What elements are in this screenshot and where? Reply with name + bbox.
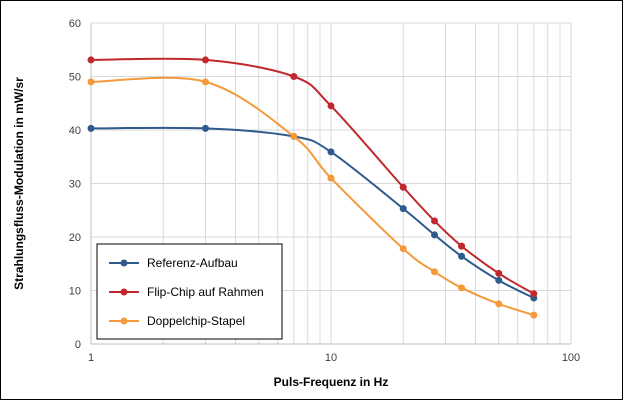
data-point (87, 124, 95, 132)
legend-label: Referenz-Aufbau (147, 256, 238, 270)
x-tick-label: 100 (562, 352, 580, 364)
data-point (399, 245, 407, 253)
data-point (458, 252, 466, 260)
y-tick-label: 40 (69, 125, 81, 137)
legend: Referenz-Aufbau Flip-Chip auf Rahmen Doppe… (96, 243, 283, 340)
data-point (87, 78, 95, 86)
x-axis-title: Puls-Frequenz in Hz (274, 375, 389, 389)
data-point (431, 217, 439, 225)
data-point (495, 300, 503, 308)
data-point (87, 56, 95, 64)
data-point (202, 124, 210, 132)
series-line (90, 126, 535, 299)
data-point (458, 242, 466, 250)
data-point (530, 290, 538, 298)
y-tick-label: 60 (69, 18, 81, 30)
data-point (431, 268, 439, 276)
data-point (327, 102, 335, 110)
legend-swatch-marker (120, 317, 128, 325)
y-axis-title: Strahlungsfluss-Modulation in mW/sr (12, 77, 26, 290)
series-line (90, 57, 535, 295)
data-point (327, 174, 335, 182)
data-point (495, 276, 503, 284)
data-point (495, 269, 503, 277)
y-tick-label: 0 (75, 339, 81, 351)
data-point (202, 78, 210, 86)
data-point (399, 183, 407, 191)
data-point (202, 56, 210, 64)
data-point (290, 73, 298, 80)
data-point (431, 231, 439, 239)
y-tick-label: 10 (69, 286, 81, 298)
legend-swatch-marker (120, 259, 128, 267)
tick-labels: 0 10 20 30 40 50 60 1 10 100 (69, 18, 580, 364)
y-tick-label: 20 (69, 232, 81, 244)
legend-items: Referenz-Aufbau Flip-Chip auf Rahmen Doppe… (109, 256, 264, 328)
data-point (327, 148, 335, 156)
legend-label: Flip-Chip auf Rahmen (147, 285, 264, 299)
y-tick-label: 30 (69, 179, 81, 191)
series-group (87, 56, 538, 319)
y-tick-label: 50 (69, 72, 81, 84)
data-point (399, 205, 407, 213)
data-point (530, 311, 538, 319)
legend-label: Doppelchip-Stapel (147, 314, 245, 328)
data-point (290, 132, 298, 140)
series-line (90, 76, 535, 317)
axes (90, 23, 571, 345)
legend-swatch-marker (120, 288, 128, 296)
x-tick-label: 1 (88, 352, 94, 364)
x-tick-label: 10 (325, 352, 337, 364)
data-point (458, 284, 466, 292)
